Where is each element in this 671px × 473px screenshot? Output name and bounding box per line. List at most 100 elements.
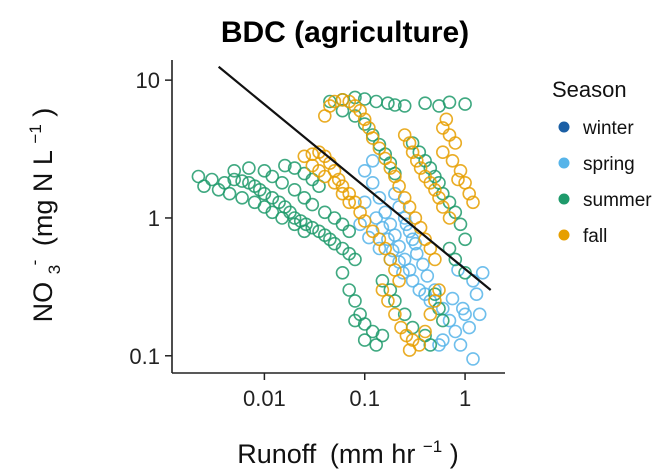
series-fall [297,93,480,357]
point-summer-26 [222,186,237,201]
point-fall-54 [432,191,446,205]
legend-key-summer [558,193,570,205]
point-spring-48 [397,211,412,225]
series-summer [191,90,472,352]
point-spring-23 [396,265,410,280]
x-tick-label: 0.01 [243,386,286,411]
point-summer-66 [381,96,395,110]
x-axis-title-exponent: −1 [423,437,442,456]
point-fall-40 [402,200,417,214]
legend-title: Season [552,77,627,102]
point-summer-68 [397,99,412,113]
point-summer-9 [265,191,280,205]
point-fall-65 [466,195,480,210]
point-summer-31 [275,211,289,225]
point-summer-77 [418,96,432,110]
point-fall-49 [409,154,424,168]
point-spring-42 [472,307,487,322]
point-summer-49 [305,172,320,187]
point-summer-97 [405,320,420,335]
point-fall-53 [428,183,442,197]
point-fall-69 [381,294,395,308]
point-summer-91 [458,232,472,247]
x-axis-title-main: Runoff [237,439,317,469]
point-summer-44 [335,217,350,232]
y-axis-title-unit: (mg N L [28,150,58,246]
point-summer-102 [442,241,457,256]
y-tick-label: 1 [148,206,160,231]
point-spring-24 [399,217,414,232]
chart-title: BDC (agriculture) [221,16,469,49]
point-summer-46 [278,158,292,173]
point-spring-51 [365,154,380,168]
point-spring-26 [409,246,424,261]
point-spring-21 [372,241,387,256]
point-summer-27 [235,191,249,205]
legend-label-winter: winter [582,118,634,139]
point-fall-17 [392,273,406,288]
point-fall-20 [317,169,332,184]
point-summer-8 [257,186,272,201]
series-spring [353,154,490,366]
point-summer-38 [275,176,289,190]
point-fall-7 [335,179,350,193]
point-summer-79 [458,97,472,111]
point-summer-51 [335,265,350,280]
point-fall-14 [378,241,393,256]
point-summer-58 [357,333,372,347]
x-axis-title-close: ) [450,439,459,469]
point-summer-60 [375,328,390,343]
point-fall-61 [445,154,460,168]
point-summer-101 [375,273,390,288]
point-fall-66 [451,172,465,187]
point-spring-43 [432,338,446,352]
x-axis-title: Runoff (mm hr −1 ) [237,428,458,469]
y-tick-label: 0.1 [129,344,160,369]
x-axis-title-unit: (mm hr [330,439,415,469]
legend-label-fall: fall [583,226,607,247]
point-summer-34 [227,164,241,178]
point-spring-9 [405,273,420,288]
point-fall-36 [383,161,398,175]
point-fall-23 [342,195,357,210]
point-fall-0 [297,149,312,164]
point-summer-1 [205,172,219,187]
point-summer-30 [265,205,280,220]
y-axis-title-exponent: −1 [26,124,45,143]
point-spring-29 [428,283,442,297]
point-summer-23 [348,252,362,267]
legend-label-spring: spring [583,154,635,175]
point-spring-34 [453,338,468,352]
point-fall-75 [402,343,417,357]
point-fall-11 [357,214,372,228]
point-summer-45 [342,224,357,239]
point-summer-94 [435,313,450,328]
point-fall-6 [331,172,346,187]
point-fall-48 [405,145,420,159]
point-fall-47 [402,136,417,150]
point-summer-92 [428,287,442,302]
legend-key-spring [558,157,570,169]
point-fall-67 [439,112,454,127]
point-spring-17 [385,243,400,258]
plot-area [191,65,492,366]
y-axis-title-main: NO [28,282,58,323]
point-spring-16 [381,232,395,247]
point-spring-38 [455,301,470,316]
x-tick-label: 0.1 [349,386,380,411]
fit-line [217,65,492,291]
point-summer-55 [357,317,372,331]
point-spring-2 [372,191,387,205]
point-fall-56 [442,211,457,225]
point-spring-8 [402,263,417,277]
y-axis-title: NO 3 - (mg N L −1 ) [16,108,66,323]
point-fall-50 [413,161,428,175]
point-fall-60 [435,145,450,159]
point-summer-87 [435,186,450,201]
point-fall-58 [442,128,457,142]
point-fall-33 [365,131,380,145]
point-fall-73 [405,333,420,347]
point-summer-19 [323,232,337,247]
point-spring-41 [466,352,480,366]
